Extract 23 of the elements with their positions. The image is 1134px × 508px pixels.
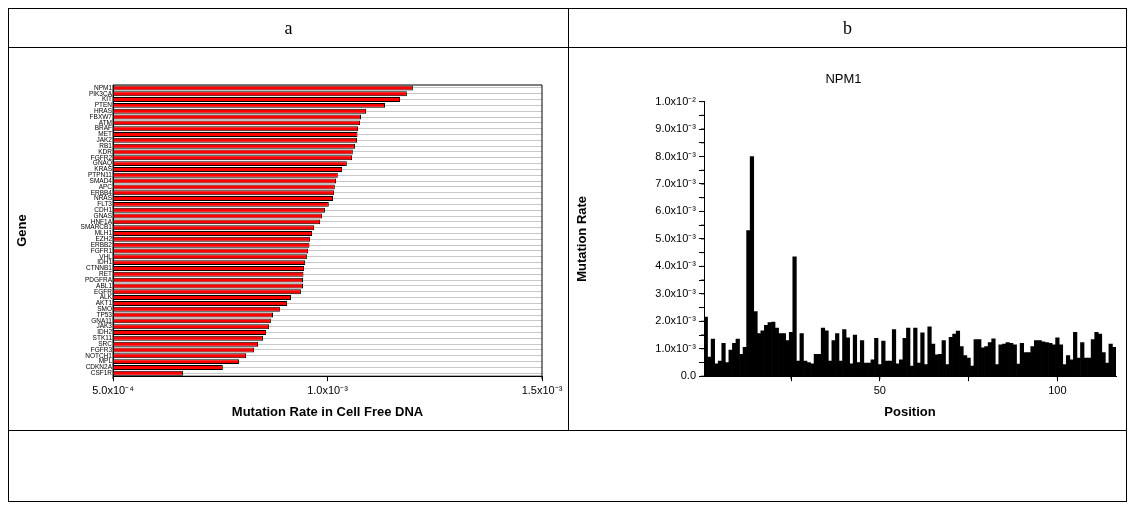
y-axis-title: Mutation Rate — [574, 195, 590, 282]
y-tick-label: 4.0x10⁻³ — [655, 259, 697, 272]
x-tick-label: 5.0x10⁻⁴ — [92, 383, 135, 396]
y-axis-title: Gene — [14, 214, 30, 247]
x-tick-label: 1.5x10⁻³ — [521, 383, 563, 396]
y-tick-label: 1.0x10⁻³ — [655, 341, 697, 354]
y-tick-label: 7.0x10⁻³ — [655, 177, 697, 190]
y-tick-label: 8.0x10⁻³ — [655, 149, 697, 162]
y-tick-label: 0.0 — [680, 369, 696, 382]
text: a — [8, 8, 569, 48]
x-axis-title: Mutation Rate in Cell Free DNA — [231, 403, 424, 419]
y-tick-label: 2.0x10⁻³ — [655, 314, 697, 327]
y-tick-label: 3.0x10⁻³ — [655, 286, 697, 299]
x-tick-label: 1.0x10⁻³ — [307, 383, 349, 396]
y-tick-label: 6.0x10⁻³ — [655, 204, 697, 217]
y-tick-label: 1.0x10⁻² — [655, 94, 697, 107]
x-axis-title: Position — [884, 403, 936, 419]
y-tick-label: 9.0x10⁻³ — [655, 122, 697, 135]
chart-title: NPM1 — [825, 71, 862, 87]
x-tick-label: 100 — [1048, 383, 1067, 396]
y-tick-label: 5.0x10⁻³ — [655, 231, 697, 244]
text: b — [568, 8, 1127, 48]
x-tick-label: 50 — [873, 383, 886, 396]
